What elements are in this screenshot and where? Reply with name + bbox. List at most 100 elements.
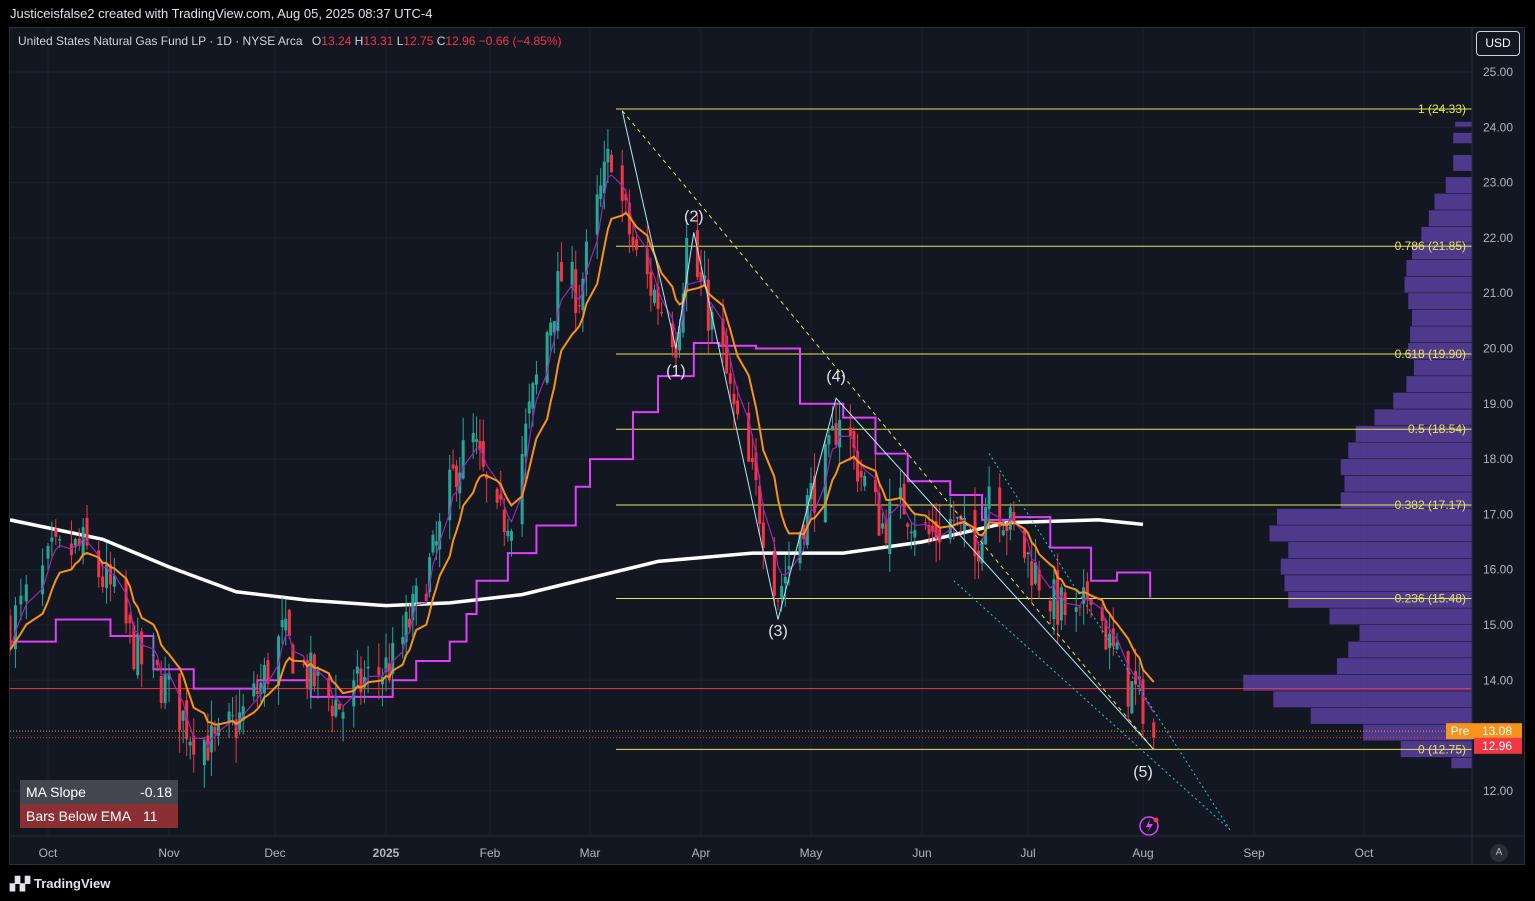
candle-body: [776, 600, 780, 602]
candle-body: [10, 615, 12, 650]
candle-body: [706, 279, 710, 331]
candle-body: [454, 465, 458, 488]
stats-table: MA Slope -0.18 Bars Below EMA 11: [20, 780, 178, 828]
candle-body: [438, 521, 442, 550]
candle-body: [652, 289, 656, 304]
volume-profile-bar: [1348, 442, 1472, 459]
open-value: 13.24: [321, 34, 352, 48]
candle-body: [913, 530, 917, 538]
candle-body: [1005, 526, 1009, 532]
open-label: O: [311, 34, 322, 48]
volume-profile-bar: [1406, 376, 1472, 393]
candle-body: [787, 566, 791, 570]
candle-body: [434, 541, 438, 546]
candle-body: [1056, 570, 1060, 625]
price-tick-label: 20.00: [1483, 342, 1513, 356]
fib-level-label: 0.618 (19.90): [1395, 347, 1466, 361]
price-tick-label: 19.00: [1483, 397, 1513, 411]
candle-body: [520, 454, 524, 525]
candle-body: [337, 703, 341, 710]
candle-body: [255, 690, 259, 695]
candle-body: [181, 710, 185, 721]
candle-body: [813, 475, 817, 513]
candle-body: [1115, 642, 1119, 650]
candle-body: [431, 534, 435, 553]
candle-body: [1052, 579, 1056, 620]
time-tick-label: Sep: [1243, 846, 1265, 860]
candle-body: [305, 660, 309, 689]
candle-body: [359, 668, 363, 693]
candle-body: [19, 595, 23, 605]
candle-body: [284, 618, 288, 631]
time-tick-label: May: [800, 846, 823, 860]
volume-profile-bar: [1410, 326, 1472, 343]
candle-body: [725, 335, 729, 374]
candle-body: [645, 248, 649, 275]
price-tick-label: 18.00: [1483, 452, 1513, 466]
candle-body: [884, 520, 888, 544]
time-tick-label: Oct: [1355, 846, 1374, 860]
volume-profile-bar: [1269, 525, 1472, 542]
volume-profile-bar: [1340, 492, 1472, 509]
candle-body: [909, 531, 913, 534]
candle-body: [502, 509, 506, 533]
auto-scale-button[interactable]: A: [1490, 844, 1508, 862]
candle-body: [411, 594, 415, 621]
wave-label: (1): [666, 363, 686, 380]
candle-body: [1126, 651, 1130, 707]
event-lightning-icon: [1139, 816, 1159, 836]
volume-profile-bar: [1348, 641, 1472, 658]
volume-profile-bar: [1344, 475, 1472, 492]
candle-body: [772, 552, 776, 596]
candle-body: [1059, 587, 1063, 621]
volume-profile-bar: [1340, 459, 1472, 476]
candle-body: [699, 271, 703, 282]
volume-profile-bar: [1421, 226, 1472, 243]
volume-profile-bar: [1310, 707, 1472, 724]
premarket-value: 13.08: [1482, 724, 1512, 738]
change-value: −0.66 (−4.85%): [478, 34, 562, 48]
candle-body: [577, 305, 581, 307]
candle-body: [955, 516, 959, 519]
candle-body: [531, 383, 535, 409]
candle-body: [41, 565, 45, 595]
candle-body: [105, 564, 109, 588]
candle-body: [570, 262, 574, 288]
candle-body: [1037, 569, 1041, 591]
candle-body: [140, 631, 144, 665]
price-tick-label: 25.00: [1483, 65, 1513, 79]
chart-panel[interactable]: [9, 27, 1525, 865]
volume-profile-bar: [1288, 591, 1472, 608]
candle-body: [327, 678, 331, 697]
elliott-wave-path: [621, 110, 1155, 750]
candle-body: [167, 673, 171, 680]
ma-slope-label: MA Slope: [26, 784, 86, 800]
candle-body: [798, 532, 802, 564]
candle-body: [848, 427, 852, 436]
candle-body: [595, 194, 599, 235]
candle-body: [809, 483, 813, 500]
time-tick-label: Mar: [580, 846, 601, 860]
candle-body: [124, 578, 128, 624]
candle-body: [13, 605, 17, 650]
candle-body: [330, 705, 334, 717]
candle-body: [902, 483, 906, 515]
candle-body: [750, 458, 754, 463]
candle-body: [97, 550, 101, 578]
candle-body: [132, 625, 136, 670]
volume-profile-bar: [1428, 210, 1472, 227]
candle-body: [1141, 679, 1145, 724]
candle-body: [859, 470, 863, 478]
volume-profile-bar: [1337, 658, 1472, 675]
brand-text: TradingView: [34, 876, 111, 891]
candle-body: [159, 675, 163, 703]
candle-body: [802, 524, 806, 539]
candle-body: [54, 528, 58, 537]
low-label: L: [396, 34, 404, 48]
volume-profile-bar: [1277, 508, 1472, 525]
candle-body: [863, 475, 867, 487]
candle-body: [185, 700, 189, 740]
currency-button[interactable]: USD: [1476, 31, 1520, 56]
fib-level-label: 1 (24.33): [1418, 102, 1466, 116]
